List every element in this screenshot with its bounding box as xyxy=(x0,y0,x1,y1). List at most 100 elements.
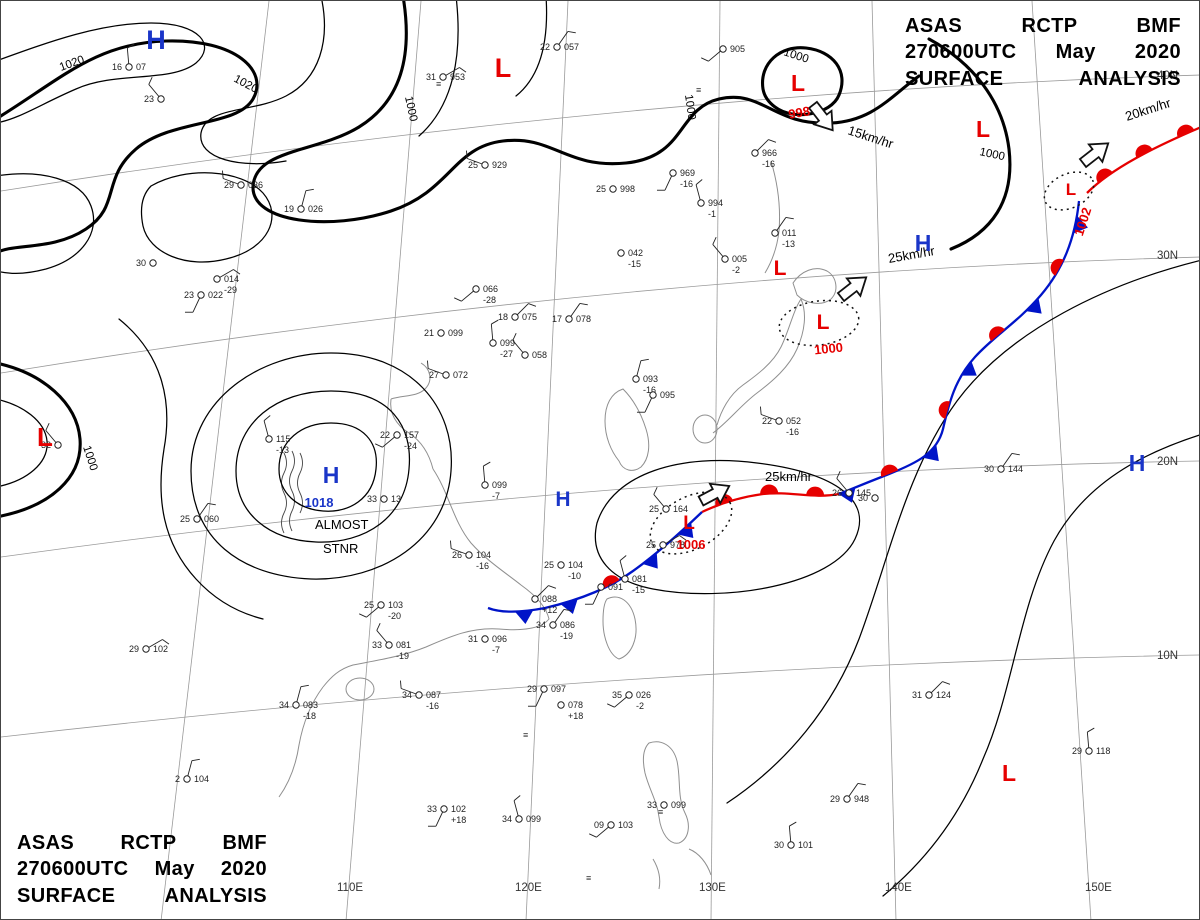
wind-barb-tick xyxy=(528,303,537,307)
station-circle xyxy=(193,515,201,523)
station-tendency: -10 xyxy=(568,571,581,581)
station-temp: 25 xyxy=(649,504,659,514)
longitude-label: 120E xyxy=(515,882,542,894)
station-pressure: 052 xyxy=(786,416,801,426)
station-pressure: 099 xyxy=(500,338,515,348)
wind-barb-tick xyxy=(222,170,224,179)
station-pressure: 081 xyxy=(632,574,647,584)
cold-front-triangle xyxy=(1073,215,1088,234)
station-circle xyxy=(649,391,657,399)
station-pressure: 118 xyxy=(1096,746,1110,756)
station-plot: 115-13 xyxy=(263,415,290,455)
station-plot: 26 104-16 xyxy=(450,540,491,571)
station-tendency: -19 xyxy=(396,651,409,661)
station-circle xyxy=(442,371,450,379)
wind-barb-tick xyxy=(836,471,841,479)
isobar-value: 1000 xyxy=(80,444,99,472)
station-circle xyxy=(393,431,401,439)
wind-barb-tick xyxy=(450,540,452,549)
station-pressure: 929 xyxy=(492,160,507,170)
station-tendency: -7 xyxy=(492,491,500,501)
station-temp: 33 xyxy=(647,800,657,810)
isobar-value: 1000 xyxy=(682,94,697,121)
station-circle xyxy=(197,291,205,299)
wind-barb-tick xyxy=(579,302,588,306)
station-circle xyxy=(1085,747,1093,755)
station-circle xyxy=(660,801,668,809)
wind-barb-tick xyxy=(679,535,687,541)
wind-barb-tick xyxy=(695,179,703,185)
station-temp: 25 xyxy=(180,514,190,524)
station-plot: 29 118 xyxy=(1072,727,1110,756)
wind-barb-tick xyxy=(233,269,241,275)
weather-glyph: ≡ xyxy=(523,730,528,740)
warm-front-semicircle xyxy=(760,484,779,495)
wind-barb-tick xyxy=(454,297,462,302)
station-temp: 34 xyxy=(536,620,546,630)
wind-barb-tick xyxy=(207,502,216,506)
station-tendency: -16 xyxy=(426,701,439,711)
wind-barb-tick xyxy=(548,585,557,589)
wind-barb-tick xyxy=(400,680,402,689)
station-circle xyxy=(540,685,548,693)
station-pressure: 101 xyxy=(798,840,813,850)
station-tendency: -15 xyxy=(628,259,641,269)
station-circle xyxy=(142,645,150,653)
station-circle xyxy=(515,815,523,823)
station-pressure: 066 xyxy=(483,284,498,294)
station-pressure: 091 xyxy=(608,582,623,592)
movement-speed-label: 15km/hr xyxy=(846,123,896,152)
station-tendency: -13 xyxy=(276,445,289,455)
station-plot: 078+18 xyxy=(557,700,583,721)
station-circle xyxy=(775,417,783,425)
station-plot: 29 036 xyxy=(222,170,263,190)
station-temp: 2 xyxy=(175,774,180,784)
station-circle xyxy=(521,351,529,359)
station-pressure: 099 xyxy=(526,814,541,824)
station-temp: 30 xyxy=(984,464,994,474)
wind-barb-tick xyxy=(760,406,762,415)
station-pressure: 078 xyxy=(568,700,583,710)
wind-barb-tick xyxy=(857,782,866,786)
wind-barb-tick xyxy=(263,415,271,421)
station-pressure: 948 xyxy=(854,794,869,804)
station-plot: 34 083-18 xyxy=(279,684,318,721)
station-circle xyxy=(125,63,133,71)
station-pressure: 998 xyxy=(620,184,635,194)
isobars xyxy=(1,1,1199,897)
station-circle xyxy=(625,691,633,699)
station-tendency: -18 xyxy=(303,711,316,721)
wind-barb-tick xyxy=(701,57,709,62)
chart-id-stamp-bottom: ASAS RCTP BMF 270600UTC May 2020 SURFACE… xyxy=(17,830,267,909)
station-plot: 34 087-16 xyxy=(400,680,441,711)
station-plot: 17 078 xyxy=(552,302,591,324)
station-circle xyxy=(183,775,191,783)
station-pressure: 058 xyxy=(532,350,547,360)
center-pressure-value: 1000 xyxy=(813,340,843,358)
station-temp: 22 xyxy=(540,42,550,52)
warm-front-semicircle xyxy=(806,486,825,496)
wind-barb-tick xyxy=(942,681,951,685)
station-temp: 33 xyxy=(372,640,382,650)
station-plot: 099-7 xyxy=(481,461,507,501)
station-temp: 29 xyxy=(830,794,840,804)
station-circle xyxy=(54,441,62,449)
isobar-value: 1000 xyxy=(402,95,419,123)
station-circle xyxy=(549,621,557,629)
station-temp: 25 xyxy=(596,184,606,194)
station-pressure: 060 xyxy=(204,514,219,524)
station-tendency: -28 xyxy=(483,295,496,305)
wind-barb-tick xyxy=(513,795,521,801)
station-circle xyxy=(925,691,933,699)
station-temp: 17 xyxy=(552,314,562,324)
station-circle xyxy=(149,259,157,267)
station-circle xyxy=(751,149,759,157)
longitude-label: 110E xyxy=(337,882,363,894)
station-tendency: +12 xyxy=(542,605,557,615)
station-pressure: 13 xyxy=(391,494,401,504)
station-circle xyxy=(557,701,565,709)
center-pressure-value: 1002 xyxy=(1071,206,1094,238)
